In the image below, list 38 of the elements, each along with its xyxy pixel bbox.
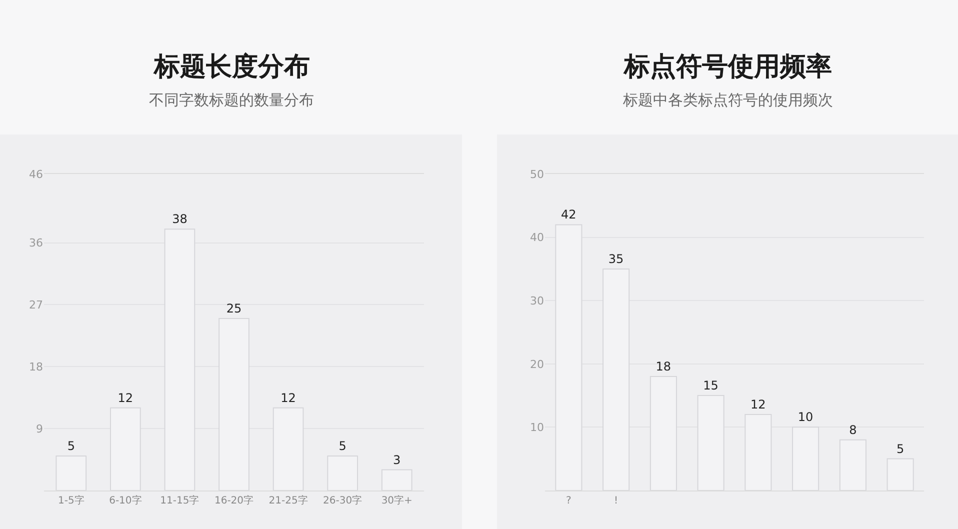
x-tick-label: !	[614, 495, 618, 506]
y-tick-label: 9	[36, 422, 43, 436]
chart-title: 标题长度分布	[153, 52, 310, 82]
y-tick-label: 36	[29, 236, 43, 250]
x-tick-label: 11-15字	[160, 494, 200, 506]
data-label: 12	[118, 390, 134, 405]
data-label: 35	[608, 252, 624, 266]
data-label: 25	[226, 302, 242, 316]
x-tick-label: 16-20字	[214, 494, 254, 506]
data-label: 12	[750, 398, 766, 412]
data-label: 10	[798, 410, 814, 424]
x-tick-label: 21-25字	[268, 494, 308, 506]
x-tick-label: 6-10字	[109, 494, 142, 506]
x-tick-label: 30字+	[381, 494, 412, 506]
y-tick-label: 46	[29, 168, 43, 181]
y-tick-label: 27	[29, 298, 43, 312]
data-label: 3	[393, 452, 401, 467]
y-tick-label: 20	[530, 358, 544, 371]
x-tick-label: 1-5字	[58, 494, 84, 506]
data-label: 18	[656, 360, 672, 374]
chart-subtitle: 标题中各类标点符号的使用频次	[622, 91, 833, 109]
y-tick-label: 30	[530, 294, 544, 308]
x-tick-label: ?	[566, 495, 572, 506]
data-label: 42	[561, 208, 576, 222]
data-label: 38	[172, 212, 188, 226]
y-tick-label: 50	[530, 168, 544, 181]
y-tick-label: 40	[530, 231, 544, 244]
data-label: 12	[280, 390, 296, 405]
data-label: 15	[703, 378, 718, 393]
y-tick-label: 10	[530, 421, 544, 434]
data-label: 5	[338, 439, 346, 454]
x-tick-label: 26-30字	[323, 494, 362, 506]
data-label: 5	[67, 439, 75, 454]
data-label: 8	[849, 422, 857, 437]
chart-title: 标点符号使用频率	[623, 52, 832, 82]
data-label: 5	[896, 442, 904, 456]
chart-subtitle: 不同字数标题的数量分布	[149, 91, 314, 109]
y-tick-label: 18	[29, 360, 43, 374]
